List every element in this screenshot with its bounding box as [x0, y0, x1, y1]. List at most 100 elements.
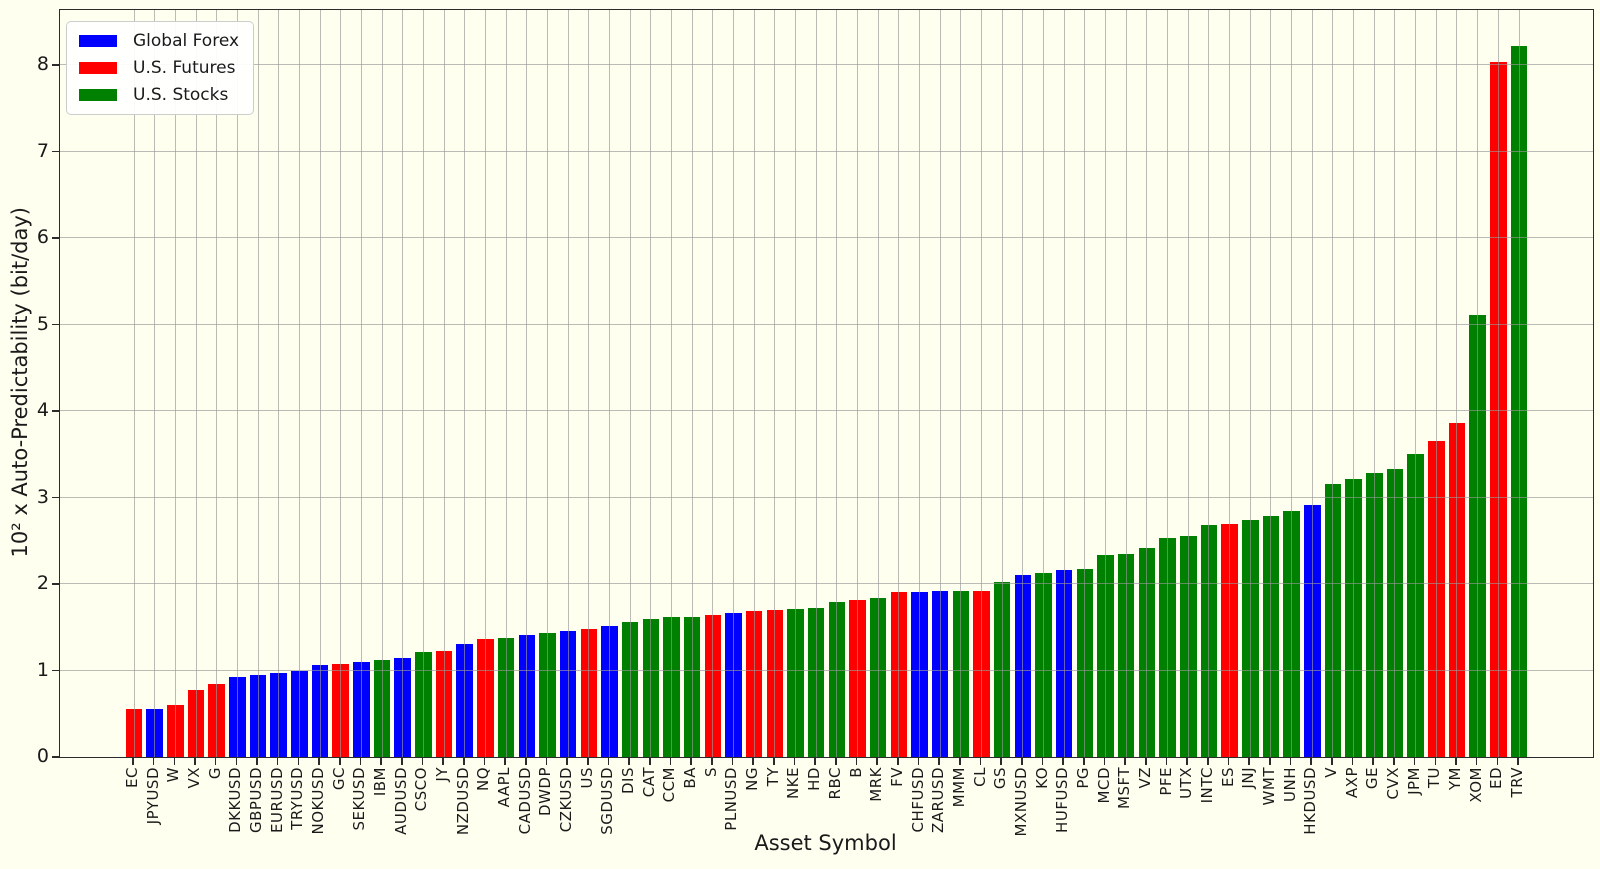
x-tick-mark: [483, 757, 486, 765]
x-tick-label-CZKUSD: CZKUSD: [557, 767, 576, 833]
x-tick-mark: [1393, 757, 1395, 765]
bar-CADUSD: [518, 635, 535, 757]
x-tick-mark: [545, 757, 548, 765]
x-tick-label-HD: HD: [805, 767, 824, 791]
x-tick-mark: [421, 757, 424, 765]
x-tick-label-ED: ED: [1487, 767, 1506, 790]
x-tick-label-ES: ES: [1218, 767, 1237, 787]
x-tick-label-TY: TY: [763, 767, 782, 787]
y-tick-label-7: 7: [36, 139, 49, 162]
y-tick-label-3: 3: [36, 485, 49, 508]
bar-UNH: [1283, 510, 1300, 757]
x-tick-mark: [380, 757, 382, 765]
x-tick-label-GS: GS: [991, 767, 1010, 790]
x-tick-mark: [214, 757, 217, 765]
x-tick-mark: [1351, 757, 1354, 765]
x-tick-mark: [607, 757, 610, 765]
bar-GBPUSD: [249, 674, 267, 757]
x-tick-label-PLNUSD: PLNUSD: [722, 767, 741, 831]
x-tick-label-FV: FV: [887, 767, 906, 787]
bar-VZ: [1138, 547, 1156, 757]
x-tick-label-CSCO: CSCO: [412, 767, 431, 812]
bar-JPM: [1407, 453, 1424, 757]
x-tick-mark: [442, 757, 444, 765]
x-tick-label-VX: VX: [185, 767, 203, 789]
x-tick-label-GC: GC: [329, 767, 348, 791]
y-tick-label-0: 0: [36, 745, 49, 767]
x-tick-mark: [648, 757, 651, 765]
bar-UTX: [1180, 535, 1197, 757]
x-tick-label-ZARUSD: ZARUSD: [929, 767, 948, 834]
bar-IBM: [373, 660, 391, 757]
x-tick-label-NQ: NQ: [474, 767, 493, 792]
legend-label-us-stocks: U.S. Stocks: [133, 85, 229, 105]
x-tick-label-EC: EC: [123, 767, 141, 788]
x-tick-mark: [835, 757, 837, 765]
x-tick-mark: [338, 757, 341, 765]
x-tick-label-DIS: DIS: [619, 767, 638, 794]
x-tick-mark: [297, 757, 300, 765]
x-tick-mark: [256, 757, 258, 765]
x-tick-label-JPYUSD: JPYUSD: [143, 767, 162, 825]
bar-AAPL: [497, 637, 515, 757]
bar-XOM: [1469, 315, 1486, 757]
y-tick-label-2: 2: [36, 572, 49, 595]
x-tick-label-WMT: WMT: [1259, 767, 1278, 806]
bar-G: [208, 684, 225, 757]
x-tick-mark: [173, 757, 176, 765]
x-tick-label-TU: TU: [1425, 767, 1444, 789]
bar-S: [704, 615, 722, 757]
x-tick-mark: [1496, 757, 1499, 765]
x-tick-label-AAPL: AAPL: [495, 767, 514, 808]
y-tick-label-1: 1: [36, 658, 49, 681]
bar-TY: [766, 610, 784, 757]
x-tick-label-CHFUSD: CHFUSD: [908, 767, 927, 833]
x-tick-mark: [504, 757, 506, 765]
plot-area: Global Forex U.S. Futures U.S. Stocks: [59, 9, 1594, 758]
x-tick-label-PG: PG: [1073, 767, 1092, 789]
x-tick-mark: [938, 757, 940, 765]
x-tick-mark: [1041, 757, 1044, 765]
x-tick-mark: [276, 757, 279, 765]
x-tick-label-VZ: VZ: [1135, 767, 1154, 789]
x-tick-label-US: US: [577, 767, 596, 789]
x-tick-mark: [855, 757, 858, 765]
x-tick-label-CAT: CAT: [639, 767, 658, 798]
x-tick-label-NZDUSD: NZDUSD: [453, 767, 472, 836]
bar-INTC: [1200, 525, 1218, 757]
x-tick-label-DKKUSD: DKKUSD: [226, 767, 245, 833]
x-tick-mark: [359, 757, 362, 765]
bar-HD: [807, 608, 825, 757]
bar-KO: [1035, 572, 1052, 757]
x-tick-label-HUFUSD: HUFUSD: [1053, 767, 1072, 833]
bar-B: [849, 599, 866, 757]
bar-SGDUSD: [601, 625, 618, 757]
bar-YM: [1448, 423, 1466, 757]
x-tick-mark: [1062, 757, 1065, 765]
x-tick-label-SGDUSD: SGDUSD: [598, 767, 617, 835]
bars-layer: [60, 10, 1593, 757]
x-tick-mark: [1165, 757, 1168, 765]
bar-CSCO: [415, 652, 432, 757]
bar-MSFT: [1117, 553, 1135, 757]
x-tick-label-SEKUSD: SEKUSD: [350, 767, 369, 831]
x-tick-mark: [1372, 757, 1375, 765]
y-tick-mark: [52, 496, 59, 499]
y-tick-mark: [52, 410, 59, 412]
x-tick-mark: [1434, 757, 1437, 765]
x-tick-label-AXP: AXP: [1342, 767, 1361, 799]
x-tick-label-JNJ: JNJ: [1239, 767, 1258, 789]
x-tick-label-EURUSD: EURUSD: [267, 767, 286, 833]
x-tick-mark: [400, 757, 403, 765]
x-tick-mark: [1289, 757, 1292, 765]
x-tick-mark: [1145, 757, 1147, 765]
x-tick-label-CVX: CVX: [1383, 767, 1402, 800]
bar-EURUSD: [270, 673, 287, 757]
bar-HUFUSD: [1055, 570, 1073, 757]
x-tick-mark: [814, 757, 816, 765]
x-tick-mark: [1207, 757, 1209, 765]
bar-MXNUSD: [1014, 575, 1032, 757]
bar-DKKUSD: [229, 676, 246, 757]
y-tick-mark: [52, 583, 59, 585]
bar-HKDUSD: [1304, 504, 1321, 757]
